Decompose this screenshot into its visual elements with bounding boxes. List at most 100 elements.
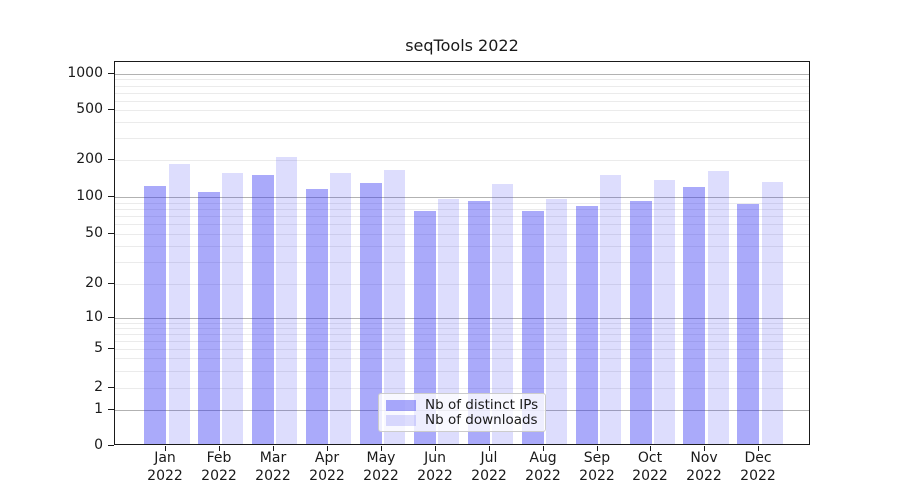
y-tick-mark: [108, 445, 114, 446]
legend-row: Nb of distinct IPs: [386, 396, 539, 413]
x-tick-label-nov: Nov 2022: [686, 450, 722, 484]
bar-downloads-aug: [546, 198, 568, 444]
x-tick-mark: [704, 446, 705, 451]
bar-downloads-dec: [761, 182, 783, 444]
x-tick-label-apr: Apr 2022: [309, 450, 345, 484]
bar-distinct-ips-feb: [197, 191, 220, 444]
x-tick-label-jun: Jun 2022: [417, 450, 453, 484]
y-tick-mark: [108, 387, 114, 388]
bar-downloads-nov: [707, 171, 729, 444]
bar-downloads-jan: [168, 163, 190, 444]
x-tick-mark: [543, 446, 544, 451]
gridline-90: [115, 203, 809, 204]
legend-label-distinct-ips: Nb of distinct IPs: [425, 396, 539, 413]
bar-downloads-jul: [492, 183, 514, 444]
gridline-300: [115, 138, 809, 139]
gridline-700: [115, 93, 809, 94]
x-tick-label-jan: Jan 2022: [147, 450, 183, 484]
legend: Nb of distinct IPs Nb of downloads: [378, 393, 546, 432]
gridline-1000: [115, 74, 809, 75]
x-tick-label-oct: Oct 2022: [632, 450, 668, 484]
gridline-600: [115, 101, 809, 102]
gridline-6: [115, 341, 809, 342]
gridline-200: [115, 160, 809, 161]
bar-distinct-ips-aug: [521, 211, 544, 444]
y-tick-label-500: 500: [76, 101, 103, 117]
gridline-20: [115, 284, 809, 285]
gridline-10: [115, 318, 809, 319]
gridline-8: [115, 328, 809, 329]
bar-downloads-oct: [654, 179, 675, 444]
gridline-50: [115, 234, 809, 235]
bar-distinct-ips-jul: [467, 200, 490, 444]
gridline-80: [115, 209, 809, 210]
bar-downloads-mar: [276, 156, 298, 444]
bar-distinct-ips-jun: [413, 211, 436, 444]
y-tick-label-100: 100: [76, 188, 103, 204]
y-tick-mark: [108, 159, 114, 160]
y-tick-label-1000: 1000: [67, 65, 103, 81]
bar-distinct-ips-may: [359, 183, 382, 444]
gridline-40: [115, 246, 809, 247]
distinct-ips-swatch-icon: [386, 399, 416, 411]
y-tick-mark: [108, 317, 114, 318]
gridline-900: [115, 79, 809, 80]
y-tick-label-5: 5: [94, 340, 103, 356]
x-tick-mark: [650, 446, 651, 451]
y-tick-label-10: 10: [85, 309, 103, 325]
gridline-4: [115, 358, 809, 359]
gridline-2: [115, 388, 809, 389]
x-tick-label-dec: Dec 2022: [740, 450, 776, 484]
y-tick-mark: [108, 196, 114, 197]
x-tick-label-aug: Aug 2022: [525, 450, 561, 484]
x-tick-mark: [489, 446, 490, 451]
bar-downloads-jun: [438, 198, 460, 444]
y-tick-label-1: 1: [94, 401, 103, 417]
x-tick-mark: [597, 446, 598, 451]
y-tick-mark: [108, 409, 114, 410]
x-tick-label-mar: Mar 2022: [255, 450, 291, 484]
gridline-9: [115, 323, 809, 324]
gridline-70: [115, 216, 809, 217]
y-tick-mark: [108, 348, 114, 349]
bar-distinct-ips-nov: [683, 187, 706, 444]
y-tick-mark: [108, 73, 114, 74]
bar-distinct-ips-mar: [251, 175, 274, 444]
x-tick-mark: [165, 446, 166, 451]
bar-distinct-ips-oct: [629, 200, 652, 444]
bar-downloads-apr: [330, 173, 352, 444]
x-tick-mark: [327, 446, 328, 451]
bar-downloads-may: [384, 169, 406, 444]
gridline-800: [115, 86, 809, 87]
plot-area: [114, 61, 810, 445]
x-tick-mark: [381, 446, 382, 451]
bar-downloads-sep: [600, 174, 621, 444]
y-tick-label-2: 2: [94, 379, 103, 395]
y-tick-mark: [108, 109, 114, 110]
y-tick-mark: [108, 233, 114, 234]
bar-downloads-feb: [222, 173, 244, 444]
y-tick-label-50: 50: [85, 225, 103, 241]
gridline-5: [115, 349, 809, 350]
gridline-3: [115, 371, 809, 372]
x-tick-label-feb: Feb 2022: [201, 450, 237, 484]
x-tick-mark: [435, 446, 436, 451]
bar-distinct-ips-jan: [144, 186, 166, 444]
bar-distinct-ips-apr: [305, 189, 328, 444]
x-tick-mark: [273, 446, 274, 451]
y-tick-label-200: 200: [76, 151, 103, 167]
legend-label-downloads: Nb of downloads: [425, 411, 538, 428]
bar-distinct-ips-sep: [575, 205, 598, 444]
gridline-7: [115, 334, 809, 335]
downloads-swatch-icon: [386, 414, 416, 426]
y-tick-label-0: 0: [94, 437, 103, 453]
x-tick-mark: [219, 446, 220, 451]
gridline-60: [115, 224, 809, 225]
x-tick-label-may: May 2022: [363, 450, 399, 484]
chart-title: seqTools 2022: [405, 36, 519, 55]
x-tick-label-sep: Sep 2022: [579, 450, 615, 484]
gridline-400: [115, 122, 809, 123]
x-tick-label-jul: Jul 2022: [471, 450, 507, 484]
gridline-500: [115, 110, 809, 111]
